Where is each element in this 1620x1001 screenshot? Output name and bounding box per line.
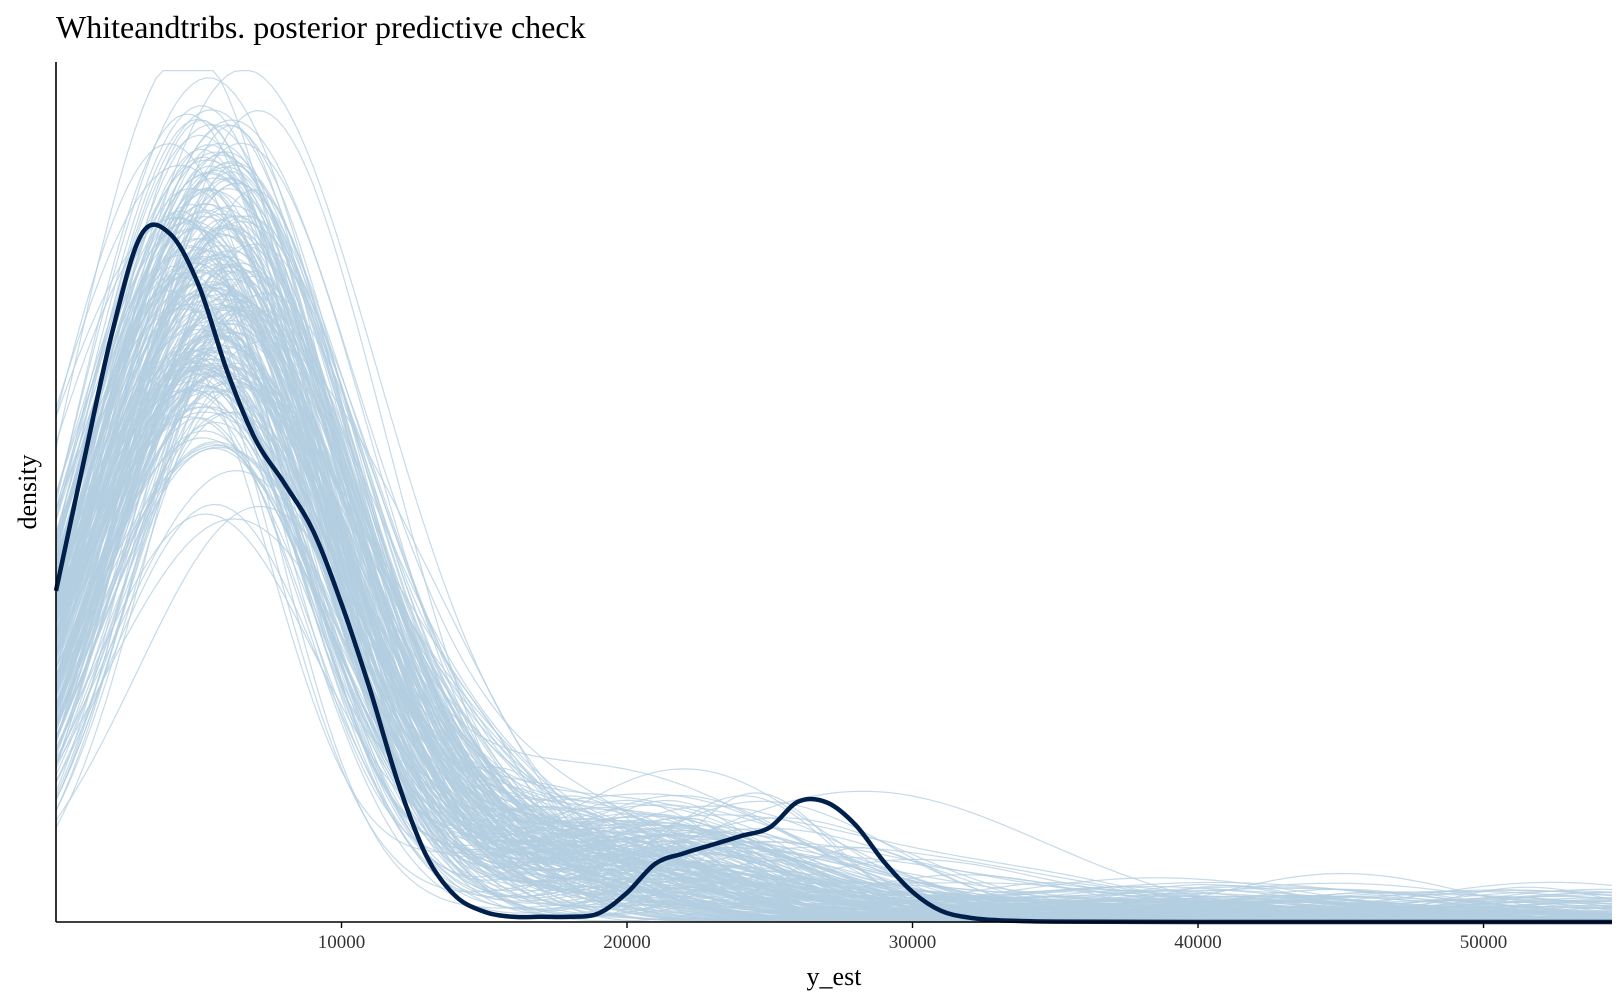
x-axis-label: y_est bbox=[807, 962, 863, 991]
observed-density-line bbox=[53, 222, 1612, 925]
x-tick-label: 40000 bbox=[1174, 932, 1222, 953]
replicated-draw-line bbox=[55, 262, 1613, 922]
replicated-draw-line bbox=[55, 225, 1613, 922]
replicated-draw-line bbox=[55, 505, 1612, 923]
x-tick-label: 30000 bbox=[889, 932, 937, 953]
replicated-draw-line bbox=[55, 278, 1612, 923]
x-tick-label: 10000 bbox=[318, 932, 366, 953]
x-tick-label: 50000 bbox=[1460, 932, 1508, 953]
replicated-draw-line bbox=[55, 293, 1613, 916]
replicated-draw-line bbox=[55, 443, 1612, 923]
y-axis-label: density bbox=[13, 454, 42, 529]
chart-title: Whiteandtribs. posterior predictive chec… bbox=[56, 9, 586, 45]
x-ticks: 10000 20000 30000 40000 50000 bbox=[318, 922, 1508, 953]
x-tick-label: 20000 bbox=[603, 932, 651, 953]
replicated-draw-line bbox=[55, 222, 1613, 923]
replicated-draw-line bbox=[55, 319, 1612, 922]
replicated-draws bbox=[55, 70, 1613, 923]
replicated-draw-line bbox=[55, 202, 1612, 923]
replicated-draw-line bbox=[55, 328, 1613, 922]
